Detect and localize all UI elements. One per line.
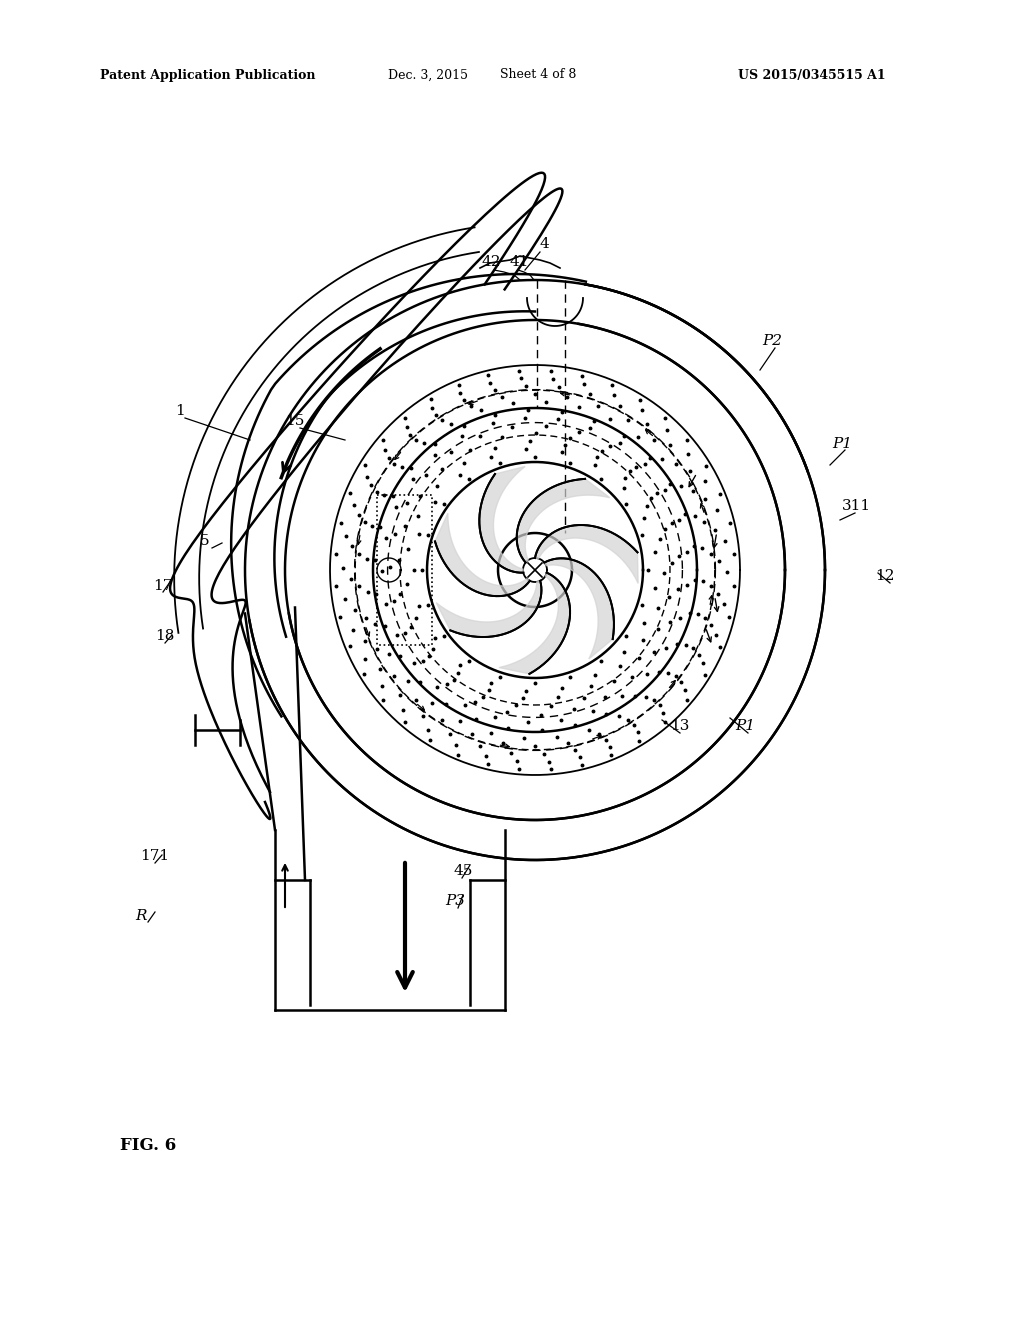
Text: 5: 5 xyxy=(200,535,210,548)
Text: 42: 42 xyxy=(482,255,502,269)
Text: 171: 171 xyxy=(140,849,169,863)
Text: 17: 17 xyxy=(153,579,172,593)
Text: P1: P1 xyxy=(831,437,852,451)
Polygon shape xyxy=(517,479,609,562)
Text: 1: 1 xyxy=(175,404,184,418)
Text: US 2015/0345515 A1: US 2015/0345515 A1 xyxy=(738,69,886,82)
Text: 41: 41 xyxy=(510,255,529,269)
Polygon shape xyxy=(479,466,525,573)
Text: P2: P2 xyxy=(762,334,782,348)
Text: P3: P3 xyxy=(445,894,465,908)
Text: 12: 12 xyxy=(874,569,895,583)
Polygon shape xyxy=(436,581,542,638)
Text: 18: 18 xyxy=(155,630,174,643)
Text: R: R xyxy=(135,909,146,923)
Text: Dec. 3, 2015: Dec. 3, 2015 xyxy=(388,69,468,82)
Text: FIG. 6: FIG. 6 xyxy=(120,1137,176,1154)
Text: 45: 45 xyxy=(453,865,472,878)
Polygon shape xyxy=(499,573,570,673)
Text: 13: 13 xyxy=(670,719,689,733)
Text: P1: P1 xyxy=(735,719,755,733)
Text: 15: 15 xyxy=(285,414,304,428)
Text: Patent Application Publication: Patent Application Publication xyxy=(100,69,315,82)
Polygon shape xyxy=(435,513,529,597)
Text: Sheet 4 of 8: Sheet 4 of 8 xyxy=(500,69,577,82)
Text: 311: 311 xyxy=(842,499,871,513)
Polygon shape xyxy=(545,558,614,659)
Polygon shape xyxy=(535,525,638,583)
Text: 4: 4 xyxy=(540,238,550,251)
